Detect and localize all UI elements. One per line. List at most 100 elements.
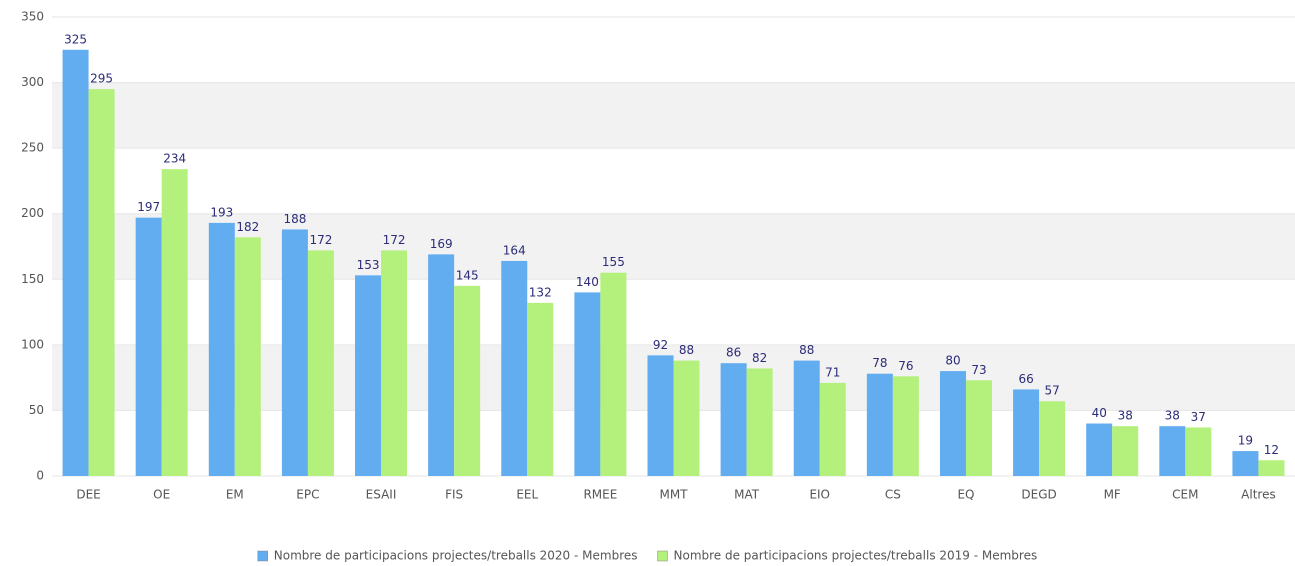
bar — [647, 355, 674, 476]
x-tick-label: CEM — [1172, 488, 1198, 502]
value-label: 19 — [1238, 434, 1253, 448]
value-label: 38 — [1118, 409, 1133, 423]
x-tick-label: DEGD — [1021, 488, 1056, 502]
value-label: 92 — [653, 338, 668, 352]
x-tick-label: DEE — [76, 488, 100, 502]
y-tick-label: 100 — [21, 337, 44, 351]
y-tick-label: 300 — [21, 75, 44, 89]
value-label: 76 — [898, 359, 913, 373]
value-label: 234 — [163, 152, 186, 166]
y-tick-label: 0 — [36, 469, 44, 483]
value-label: 172 — [309, 233, 332, 247]
bar — [1258, 460, 1285, 476]
x-tick-label: FIS — [445, 488, 463, 502]
bar — [866, 373, 893, 476]
bar — [428, 254, 455, 476]
bar — [673, 360, 700, 476]
bar — [88, 89, 115, 476]
value-label: 132 — [529, 285, 552, 299]
value-label: 73 — [971, 363, 986, 377]
legend-item: Nombre de participacions projectes/treba… — [257, 549, 638, 563]
bar — [819, 382, 846, 476]
y-tick-label: 250 — [21, 141, 44, 155]
x-tick-label: EIO — [809, 488, 830, 502]
legend-swatch — [257, 550, 269, 562]
bar — [1185, 427, 1212, 476]
value-label: 57 — [1044, 384, 1059, 398]
bar — [720, 363, 747, 476]
x-tick-label: EPC — [296, 488, 319, 502]
x-tick-label: RMEE — [583, 488, 617, 502]
bar — [1159, 426, 1186, 476]
x-tick-label: OE — [153, 488, 170, 502]
bar — [208, 222, 235, 476]
value-label: 88 — [679, 343, 694, 357]
bar — [281, 229, 308, 476]
value-label: 182 — [236, 220, 259, 234]
value-label: 71 — [825, 365, 840, 379]
bar — [355, 275, 382, 476]
x-tick-label: MAT — [734, 488, 760, 502]
bar — [161, 169, 188, 476]
x-tick-label: CS — [885, 488, 901, 502]
bar — [62, 49, 89, 477]
x-tick-label: EEL — [516, 488, 538, 502]
y-tick-label: 200 — [21, 206, 44, 220]
bar — [527, 302, 554, 476]
bar — [892, 376, 919, 476]
bar — [793, 360, 820, 476]
value-label: 197 — [137, 200, 160, 214]
x-tick-label: MMT — [659, 488, 688, 502]
value-label: 37 — [1191, 410, 1206, 424]
bar — [135, 217, 162, 477]
value-label: 295 — [90, 72, 113, 86]
value-label: 12 — [1264, 443, 1279, 457]
bar — [1086, 423, 1113, 476]
bar — [746, 368, 773, 476]
bar — [1039, 401, 1066, 476]
legend-item: Nombre de participacions projectes/treba… — [657, 549, 1038, 563]
value-label: 82 — [752, 351, 767, 365]
value-label: 164 — [503, 243, 526, 257]
bar — [939, 371, 966, 476]
value-label: 66 — [1018, 372, 1033, 386]
value-label: 153 — [357, 258, 380, 272]
bar — [381, 250, 408, 476]
y-tick-label: 150 — [21, 272, 44, 286]
bar — [965, 380, 992, 476]
value-label: 188 — [283, 212, 306, 226]
value-label: 169 — [430, 237, 453, 251]
value-label: 38 — [1165, 409, 1180, 423]
value-label: 80 — [945, 354, 960, 368]
bar — [600, 272, 627, 476]
bar — [1112, 426, 1139, 476]
x-tick-label: Altres — [1241, 488, 1276, 502]
x-tick-label: MF — [1104, 488, 1121, 502]
x-tick-label: ESAII — [366, 488, 397, 502]
bar — [234, 237, 261, 476]
x-tick-label: EM — [226, 488, 244, 502]
value-label: 155 — [602, 255, 625, 269]
value-label: 78 — [872, 356, 887, 370]
legend-label: Nombre de participacions projectes/treba… — [274, 549, 638, 563]
value-label: 172 — [383, 233, 406, 247]
legend-swatch — [657, 550, 668, 562]
legend-label: Nombre de participacions projectes/treba… — [674, 549, 1038, 563]
bar — [454, 285, 481, 476]
x-tick-label: EQ — [957, 488, 974, 502]
bar — [1013, 389, 1040, 476]
y-tick-label: 350 — [21, 10, 44, 24]
bar — [307, 250, 334, 476]
bar — [574, 292, 601, 476]
bar — [1232, 451, 1259, 476]
value-label: 325 — [64, 32, 87, 46]
value-label: 140 — [576, 275, 599, 289]
value-label: 86 — [726, 346, 741, 360]
value-label: 145 — [456, 268, 479, 282]
value-label: 88 — [799, 343, 814, 357]
value-label: 193 — [210, 205, 233, 219]
plot-band — [52, 82, 1295, 149]
y-tick-label: 50 — [29, 403, 44, 417]
value-label: 40 — [1092, 406, 1107, 420]
